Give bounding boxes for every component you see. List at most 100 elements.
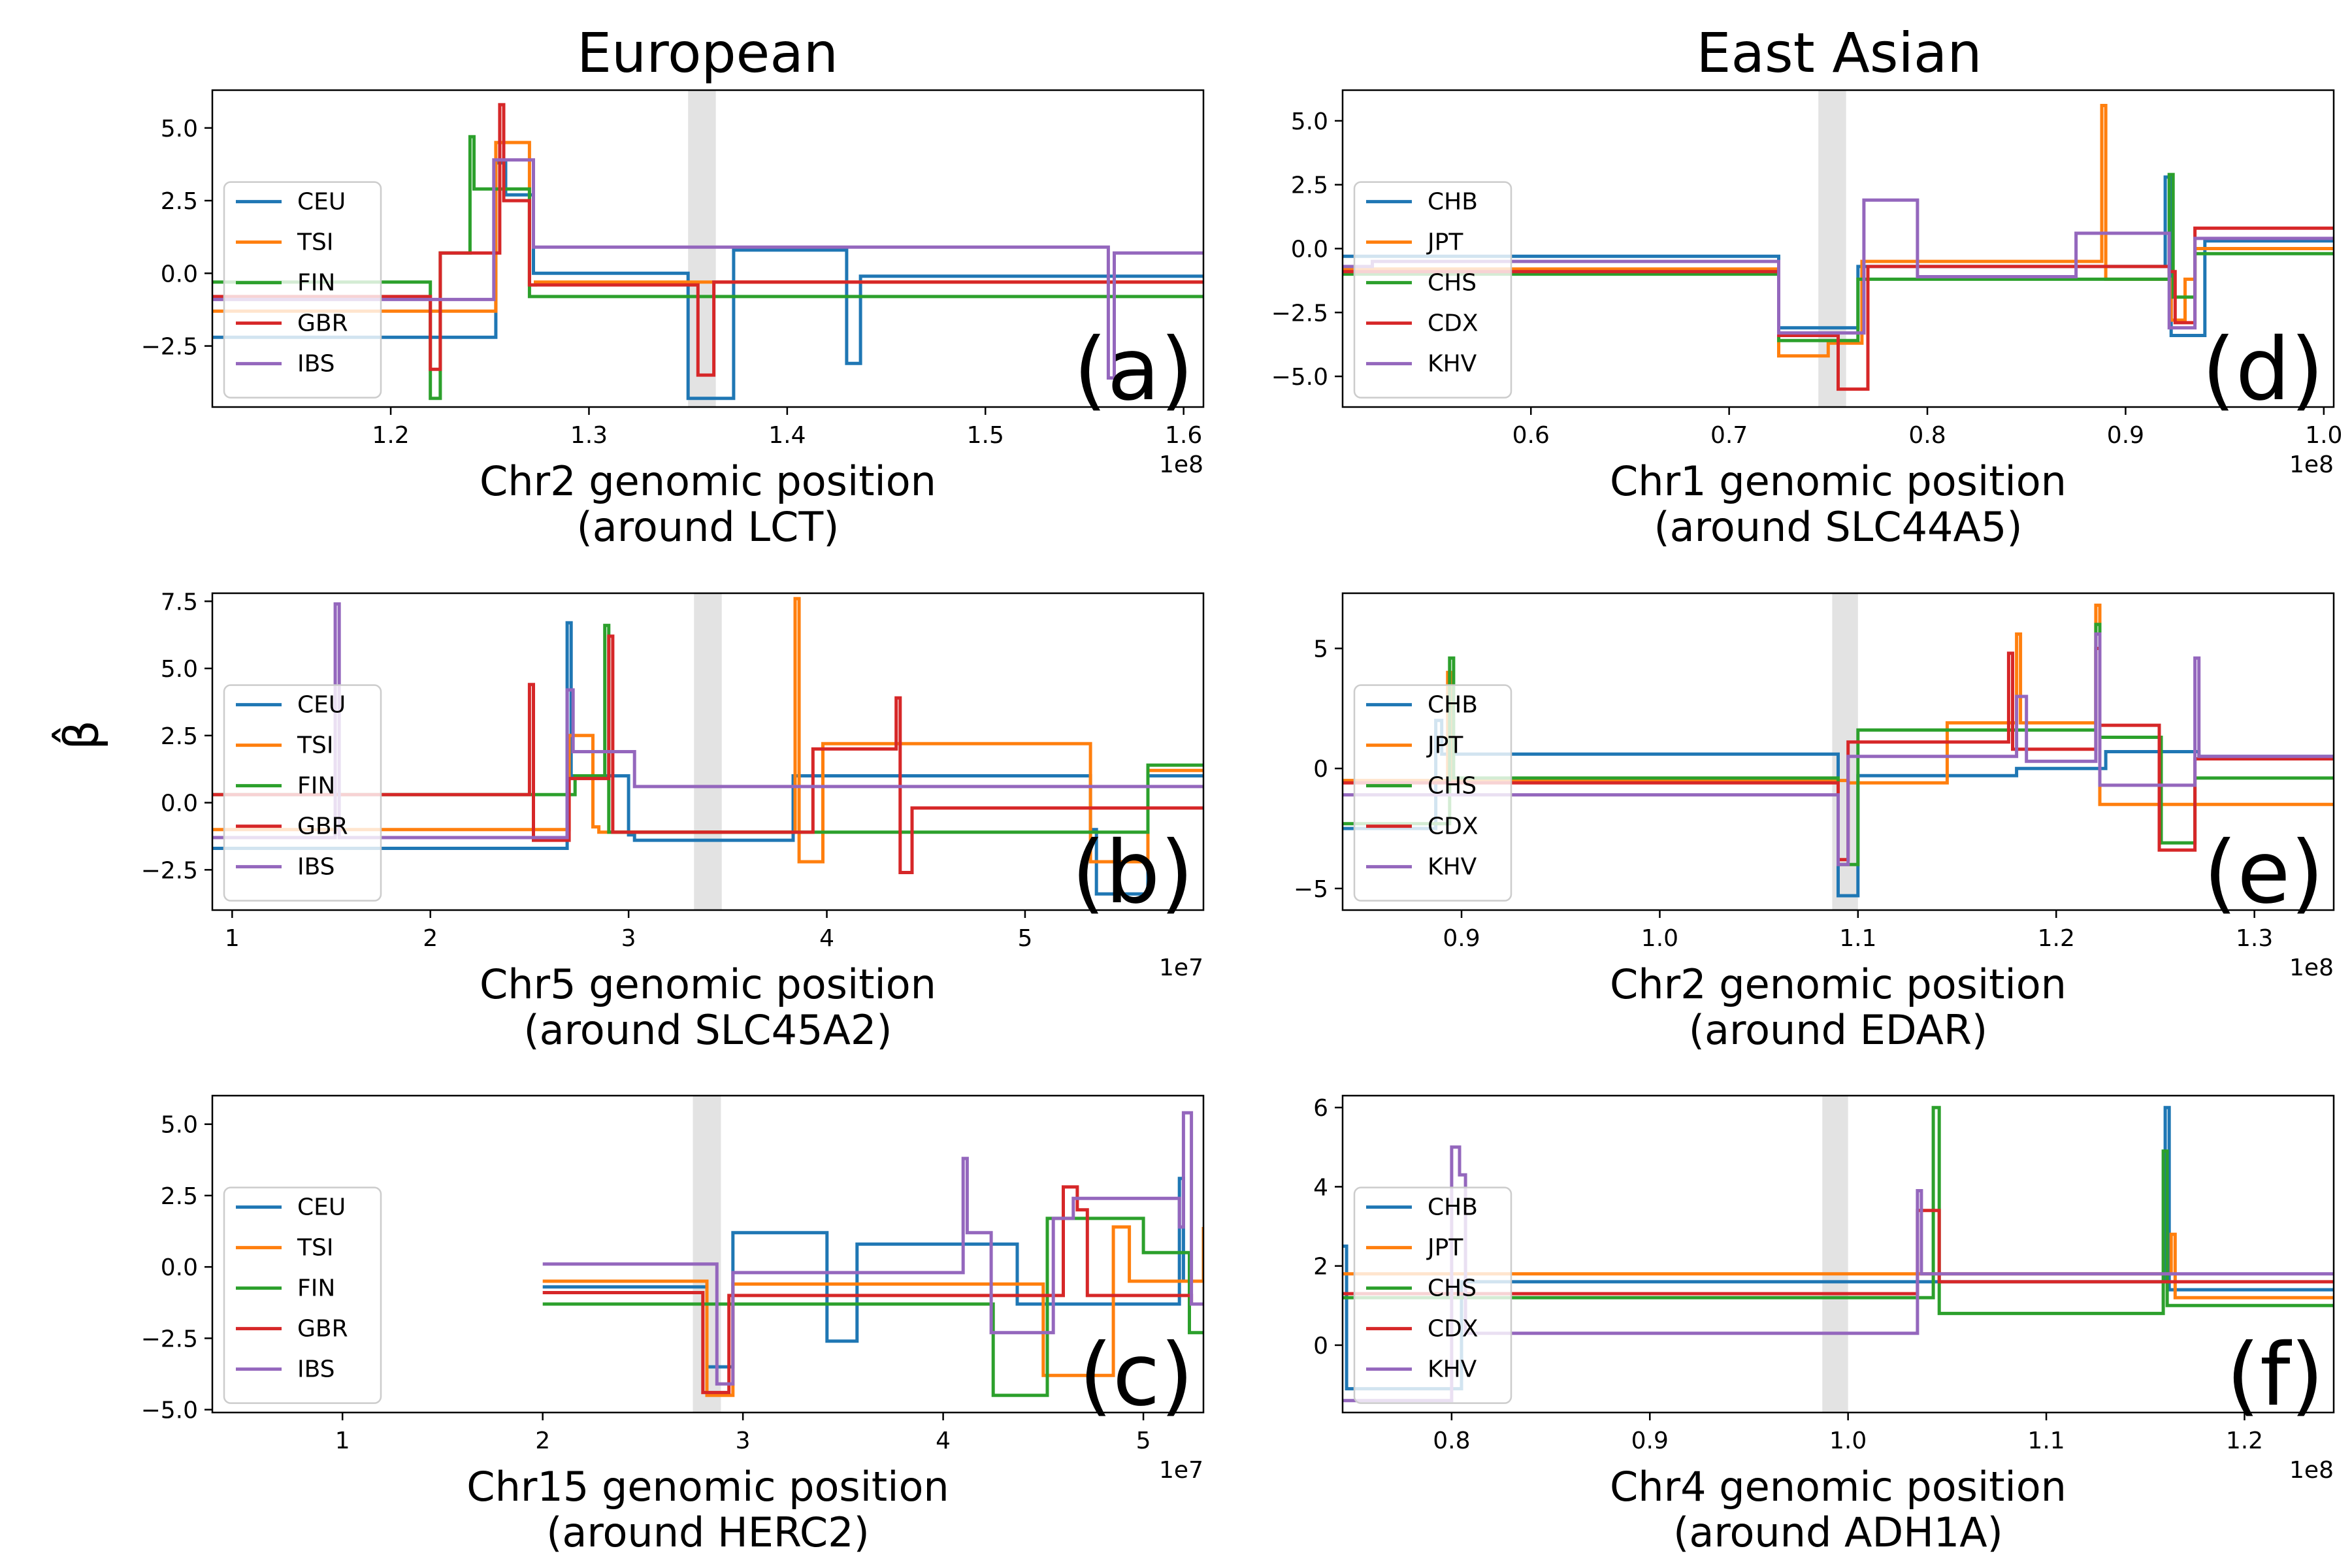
legend-frame-c bbox=[223, 1186, 382, 1404]
y-tick-label-b-1: 0.0 bbox=[161, 791, 198, 817]
series-line-e-jpt bbox=[1343, 603, 2334, 806]
x-tick-label-d-4: 1.0 bbox=[2305, 422, 2342, 449]
x-tick-label-f-3: 1.1 bbox=[2027, 1428, 2065, 1454]
x-offset-label-c: 1e7 bbox=[1159, 1457, 1203, 1484]
x-axis-sublabel-a: (around LCT) bbox=[577, 503, 840, 551]
legend-frame-f bbox=[1353, 1186, 1512, 1404]
series-line-d-khv bbox=[1343, 198, 2334, 335]
x-tick-label-c-4: 5 bbox=[1136, 1428, 1151, 1454]
legend-label-e-chb: CHB bbox=[1428, 692, 1478, 719]
x-tick-label-b-2: 3 bbox=[621, 925, 636, 952]
legend-label-b-tsi: TSI bbox=[297, 732, 333, 759]
legend-label-f-chb: CHB bbox=[1428, 1194, 1478, 1221]
x-offset-label-a: 1e8 bbox=[1159, 451, 1203, 478]
x-tick-label-a-3: 1.5 bbox=[967, 422, 1004, 449]
legend-label-e-jpt: JPT bbox=[1426, 732, 1463, 759]
panel-d: 0.6 0.7 0.8 0.9 1.0 −5.0 −2.5 0.0 2.5 5.0 1e8 Chr1 … bbox=[1271, 89, 2342, 551]
x-tick-label-e-3: 1.2 bbox=[2038, 925, 2075, 952]
legend-label-e-chs: CHS bbox=[1428, 773, 1477, 800]
series-line-a-ibs bbox=[212, 158, 1203, 380]
x-tick-label-f-2: 1.0 bbox=[1829, 1428, 1867, 1454]
column-title-east-asian: East Asian bbox=[1696, 21, 1982, 85]
plot-frame-a bbox=[211, 89, 1205, 408]
x-tick-label-f-4: 1.2 bbox=[2226, 1428, 2263, 1454]
y-tick-label-a-0: −2.5 bbox=[141, 334, 198, 361]
y-tick-label-d-2: 0.0 bbox=[1291, 237, 1328, 263]
y-tick-label-b-2: 2.5 bbox=[161, 723, 198, 750]
legend-label-a-gbr: GBR bbox=[297, 310, 348, 337]
y-tick-label-c-2: 0.0 bbox=[161, 1254, 198, 1281]
y-tick-label-a-2: 2.5 bbox=[161, 188, 198, 215]
y-tick-label-d-0: −5.0 bbox=[1271, 364, 1328, 391]
legend-frame-e bbox=[1353, 684, 1512, 902]
legend-label-a-tsi: TSI bbox=[297, 229, 333, 256]
x-tick-label-d-1: 0.7 bbox=[1710, 422, 1748, 449]
highlight-band-b bbox=[694, 593, 722, 910]
x-tick-label-d-3: 0.9 bbox=[2107, 422, 2144, 449]
legend-label-b-ceu: CEU bbox=[297, 692, 346, 719]
series-line-e-chs bbox=[1343, 623, 2334, 866]
y-axis-label: β̂ bbox=[52, 720, 109, 750]
legend-label-e-khv: KHV bbox=[1428, 854, 1477, 881]
x-tick-label-d-0: 0.6 bbox=[1512, 422, 1550, 449]
y-tick-label-d-1: −2.5 bbox=[1271, 300, 1328, 327]
legend-e: CHB JPT CHS CDX KHV bbox=[1353, 684, 1512, 902]
y-tick-label-c-1: −2.5 bbox=[141, 1326, 198, 1352]
panel-letter-d: (d) bbox=[2202, 319, 2324, 420]
y-tick-label-e-2: 5 bbox=[1313, 636, 1328, 663]
x-tick-label-c-2: 3 bbox=[736, 1428, 751, 1454]
x-tick-label-c-0: 1 bbox=[335, 1428, 350, 1454]
y-tick-label-f-1: 2 bbox=[1313, 1254, 1328, 1281]
series-line-c-ibs bbox=[542, 1111, 1203, 1386]
y-tick-label-e-1: 0 bbox=[1313, 756, 1328, 783]
legend-label-a-fin: FIN bbox=[297, 270, 335, 297]
panel-letter-a: (a) bbox=[1073, 319, 1194, 420]
x-offset-label-b: 1e7 bbox=[1159, 955, 1203, 981]
panel-c: 1 2 3 4 5 −5.0 −2.5 0.0 2.5 5.0 1e7 Chr15 genomic p… bbox=[141, 1094, 1205, 1556]
x-axis-sublabel-c: (around HERC2) bbox=[546, 1509, 870, 1556]
x-tick-label-f-0: 0.8 bbox=[1433, 1428, 1470, 1454]
series-line-c-tsi bbox=[542, 1225, 1203, 1397]
y-tick-label-b-4: 7.5 bbox=[161, 589, 198, 615]
panel-letter-e: (e) bbox=[2204, 823, 2324, 923]
legend-label-c-ceu: CEU bbox=[297, 1194, 346, 1221]
legend-frame-b bbox=[223, 684, 382, 902]
series-line-d-cdx bbox=[1343, 226, 2334, 391]
y-tick-label-a-3: 5.0 bbox=[161, 116, 198, 142]
x-axis-sublabel-d: (around SLC44A5) bbox=[1654, 503, 2022, 551]
highlight-band-e bbox=[1832, 593, 1858, 910]
x-tick-label-e-1: 1.0 bbox=[1641, 925, 1678, 952]
legend-label-a-ceu: CEU bbox=[297, 189, 346, 216]
x-axis-label-d: Chr1 genomic position bbox=[1610, 457, 2066, 505]
x-tick-label-b-1: 2 bbox=[423, 925, 438, 952]
x-tick-label-f-1: 0.9 bbox=[1631, 1428, 1669, 1454]
panel-letter-f: (f) bbox=[2227, 1325, 2324, 1426]
legend-c: CEU TSI FIN GBR IBS bbox=[223, 1186, 382, 1404]
panel-e: 0.9 1.0 1.1 1.2 1.3 −5 0 5 1e8 Chr2 genomic posit… bbox=[1294, 592, 2335, 1054]
y-tick-label-f-3: 6 bbox=[1313, 1095, 1328, 1122]
panel-f: 0.8 0.9 1.0 1.1 1.2 0 2 4 6 1e8 Chr4 genomic posit… bbox=[1313, 1094, 2335, 1556]
panel-letter-c: (c) bbox=[1079, 1325, 1194, 1426]
series-line-a-fin bbox=[212, 135, 1203, 400]
legend-frame-a bbox=[223, 181, 382, 399]
series-line-b-ibs bbox=[212, 602, 1203, 840]
x-tick-label-a-1: 1.3 bbox=[570, 422, 608, 449]
series-line-b-gbr bbox=[212, 634, 1203, 874]
plot-frame-b bbox=[211, 592, 1205, 911]
y-tick-label-c-0: −5.0 bbox=[141, 1397, 198, 1424]
x-axis-label-b: Chr5 genomic position bbox=[480, 960, 936, 1008]
y-tick-label-f-0: 0 bbox=[1313, 1333, 1328, 1360]
x-tick-label-e-0: 0.9 bbox=[1443, 925, 1480, 952]
x-offset-label-e: 1e8 bbox=[2289, 955, 2334, 981]
x-tick-label-b-3: 4 bbox=[819, 925, 834, 952]
plot-frame-f bbox=[1341, 1094, 2335, 1414]
panel-a: 1.2 1.3 1.4 1.5 1.6 −2.5 0.0 2.5 5.0 1e8 Chr2 geno… bbox=[141, 89, 1205, 551]
x-tick-label-e-4: 1.3 bbox=[2236, 925, 2273, 952]
legend-label-a-ibs: IBS bbox=[297, 351, 335, 378]
legend-label-b-fin: FIN bbox=[297, 773, 335, 800]
x-tick-label-b-0: 1 bbox=[225, 925, 240, 952]
series-line-d-jpt bbox=[1343, 104, 2334, 358]
x-tick-label-e-2: 1.1 bbox=[1839, 925, 1876, 952]
x-axis-label-f: Chr4 genomic position bbox=[1610, 1463, 2066, 1511]
